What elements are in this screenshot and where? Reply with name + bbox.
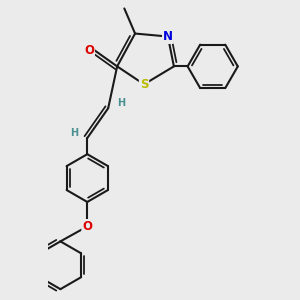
Text: S: S xyxy=(140,78,148,91)
Text: H: H xyxy=(117,98,125,108)
Text: O: O xyxy=(84,44,94,57)
Text: H: H xyxy=(70,128,78,138)
Text: N: N xyxy=(163,30,173,43)
Text: O: O xyxy=(82,220,92,233)
